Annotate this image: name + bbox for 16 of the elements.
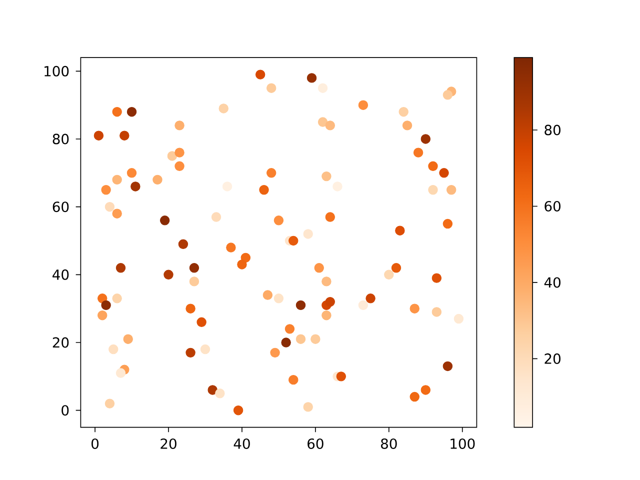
y-tick-label: 20 — [52, 337, 69, 348]
x-tick-label: 0 — [92, 438, 99, 449]
y-tick-label: 100 — [44, 66, 69, 76]
color-bar-label: 60 — [544, 200, 560, 212]
x-tick-label: 40 — [234, 438, 250, 449]
y-tick-label: 0 — [62, 405, 69, 416]
x-tick-label: 60 — [308, 438, 324, 449]
x-tick-label: 100 — [450, 438, 475, 449]
x-tick-label: 80 — [381, 438, 397, 449]
y-tick-label: 40 — [52, 269, 69, 280]
color-bar-label: 40 — [544, 277, 560, 288]
y-tick-label: 80 — [52, 134, 69, 144]
color-bar-label: 20 — [544, 353, 560, 364]
x-tick-label: 20 — [160, 438, 176, 449]
y-tick-label: 60 — [52, 202, 69, 212]
color-bar-label: 80 — [544, 124, 560, 136]
